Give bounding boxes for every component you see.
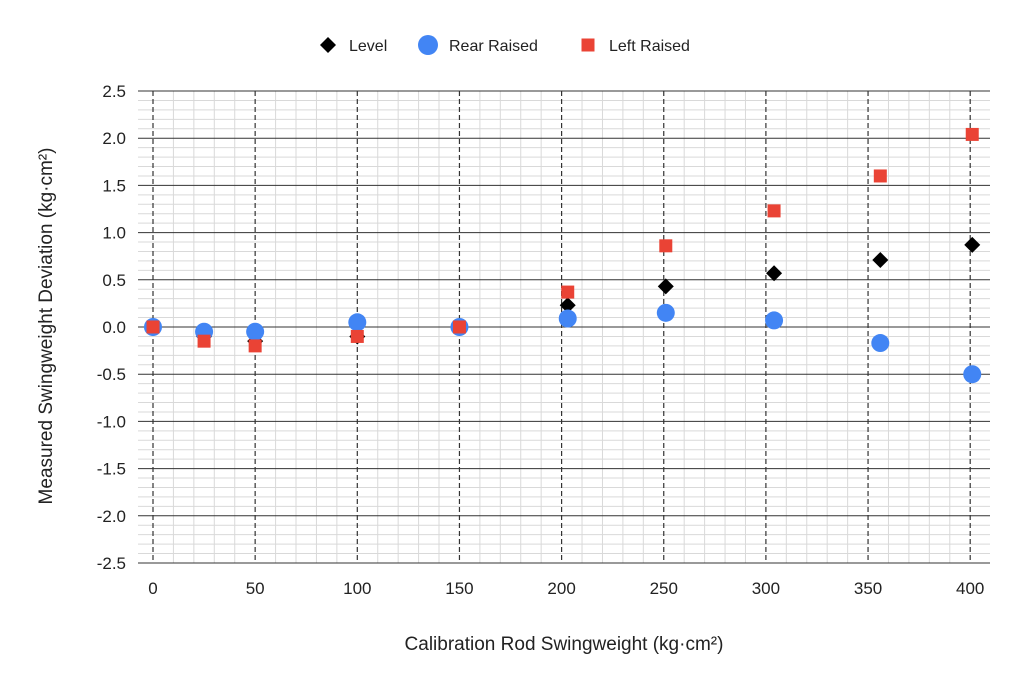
- y-axis-title: Measured Swingweight Deviation (kg·cm²): [36, 148, 57, 505]
- point-left-raised: [561, 285, 575, 299]
- y-tick-label: -1.5: [97, 460, 126, 479]
- y-tick-label: -2.5: [97, 554, 126, 573]
- x-tick-label: 350: [854, 579, 882, 598]
- point-left-raised: [146, 320, 160, 334]
- point-left-raised: [873, 169, 887, 183]
- point-left-raised: [197, 334, 211, 348]
- point-rear-raised: [348, 313, 367, 332]
- point-rear-raised: [871, 334, 890, 353]
- point-rear-raised: [558, 309, 577, 328]
- y-tick-label: -0.5: [97, 365, 126, 384]
- x-tick-label: 300: [752, 579, 780, 598]
- legend-marker-level: [320, 37, 336, 53]
- point-rear-raised: [765, 311, 784, 330]
- point-rear-raised: [246, 322, 265, 341]
- point-left-raised: [659, 239, 673, 253]
- point-level: [872, 251, 889, 268]
- grid: [138, 90, 990, 564]
- point-left-raised: [350, 329, 364, 343]
- x-tick-label: 400: [956, 579, 984, 598]
- tick-labels: 2.5 2.0 1.5 1.0 0.5 0.0 -0.5 -1.0 -1.5 -2.0 -2.5 0 5…: [97, 82, 985, 598]
- point-left-raised: [965, 127, 979, 141]
- y-tick-label: 2.5: [102, 82, 126, 101]
- y-tick-label: -1.0: [97, 412, 126, 431]
- legend: Level Rear Raised Left Raised: [320, 35, 690, 55]
- x-tick-label: 150: [445, 579, 473, 598]
- legend-label-rear-raised: Rear Raised: [449, 38, 538, 55]
- legend-marker-left-raised: [581, 38, 595, 52]
- point-level: [657, 278, 674, 295]
- point-rear-raised: [963, 365, 982, 384]
- y-tick-label: 1.0: [102, 224, 126, 243]
- x-axis-title: Calibration Rod Swingweight (kg·cm²): [405, 634, 724, 655]
- point-level: [559, 297, 576, 314]
- y-tick-label: 0.5: [102, 271, 126, 290]
- y-tick-label: -2.0: [97, 507, 126, 526]
- x-tick-label: 100: [343, 579, 371, 598]
- point-left-raised: [767, 204, 781, 218]
- x-tick-label: 0: [148, 579, 157, 598]
- x-tick-label: 250: [650, 579, 678, 598]
- data-points: [144, 127, 982, 384]
- legend-label-left-raised: Left Raised: [609, 38, 690, 55]
- y-tick-label: 1.5: [102, 176, 126, 195]
- y-tick-label: 2.0: [102, 129, 126, 148]
- x-tick-label: 50: [246, 579, 265, 598]
- x-tick-label: 200: [547, 579, 575, 598]
- point-level: [766, 265, 783, 282]
- legend-label-level: Level: [349, 38, 387, 55]
- point-left-raised: [452, 320, 466, 334]
- y-tick-label: 0.0: [102, 318, 126, 337]
- point-level: [964, 236, 981, 253]
- legend-marker-rear-raised: [418, 35, 438, 55]
- point-rear-raised: [656, 303, 675, 322]
- point-left-raised: [248, 339, 262, 353]
